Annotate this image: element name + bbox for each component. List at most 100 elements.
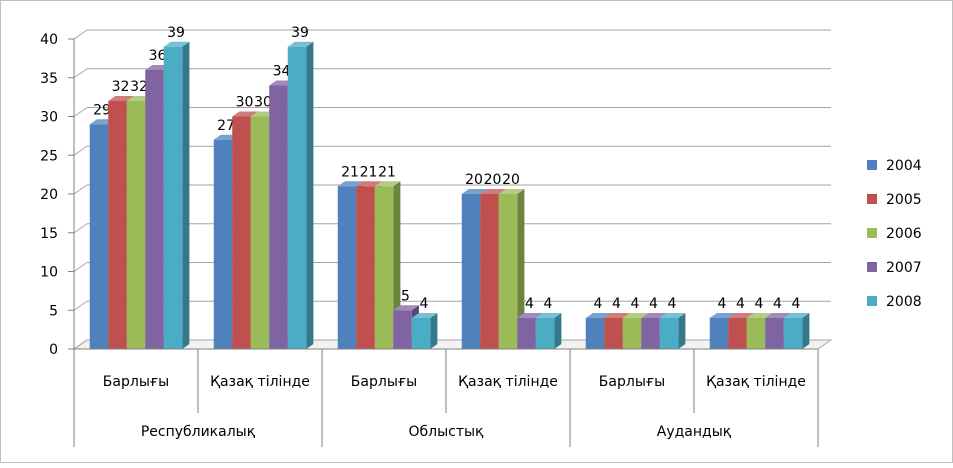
bar-top <box>356 181 382 187</box>
bar <box>89 124 109 349</box>
legend-label: 2006 <box>886 226 922 242</box>
bar-top <box>604 313 630 318</box>
gridline-depth <box>73 145 88 156</box>
bar <box>250 116 270 349</box>
x-tick-label: Қазақ тілінде <box>458 374 558 390</box>
bar-top <box>232 111 258 117</box>
bar-top <box>108 96 134 101</box>
bar <box>765 318 784 349</box>
bar <box>145 70 164 349</box>
bar-top <box>411 313 438 318</box>
bar-top <box>622 313 649 318</box>
bar-top <box>535 313 562 318</box>
legend-label: 2005 <box>886 192 922 208</box>
bar <box>728 318 747 349</box>
data-label: 34 <box>273 64 291 80</box>
y-tick-label: 30 <box>40 110 58 126</box>
bar-top <box>641 313 667 318</box>
x-tick-label: Қазақ тілінде <box>706 374 806 390</box>
gridline-depth <box>73 29 88 40</box>
bar-top <box>728 313 754 318</box>
bar-top <box>337 181 364 187</box>
y-tick-label: 5 <box>49 303 58 319</box>
data-label: 4 <box>594 296 603 312</box>
bar <box>498 194 518 349</box>
legend-label: 2008 <box>886 294 922 310</box>
data-label: 20 <box>502 172 520 188</box>
bar <box>604 318 623 349</box>
bar-top <box>659 313 686 318</box>
bar <box>641 318 660 349</box>
y-tick-label: 25 <box>40 148 58 164</box>
data-label: 4 <box>525 296 534 312</box>
data-label: 20 <box>484 172 502 188</box>
data-label: 27 <box>217 118 235 134</box>
gridline-depth <box>73 107 88 117</box>
bar <box>480 194 499 349</box>
data-label: 5 <box>401 288 410 304</box>
bar <box>585 318 605 349</box>
data-label: 4 <box>736 296 745 312</box>
bar <box>659 318 679 349</box>
y-tick-label: 40 <box>40 32 58 48</box>
bar <box>411 318 431 349</box>
gridline-depth <box>73 300 88 311</box>
data-label: 21 <box>341 164 359 180</box>
bar <box>746 318 766 349</box>
y-tick-label: 10 <box>40 265 58 281</box>
data-label: 4 <box>649 296 658 312</box>
bar-side <box>678 313 686 349</box>
data-label: 4 <box>668 296 677 312</box>
data-label: 32 <box>112 79 130 95</box>
gridline-depth <box>73 339 88 350</box>
bar <box>374 186 394 349</box>
x-group-label: Аудандық <box>657 424 732 440</box>
bar-top <box>163 41 190 47</box>
bar-top <box>709 313 736 318</box>
data-label: 4 <box>718 296 727 312</box>
x-tick-label: Барлығы <box>599 374 665 390</box>
bar-side <box>430 313 438 349</box>
x-tick-label: Барлығы <box>103 374 169 390</box>
bar-top <box>517 313 543 318</box>
bar-side <box>517 189 525 349</box>
bar <box>108 101 127 349</box>
data-label: 4 <box>773 296 782 312</box>
bar <box>393 310 412 349</box>
data-label: 29 <box>93 102 111 118</box>
legend-label: 2007 <box>886 260 922 276</box>
data-label: 32 <box>130 79 148 95</box>
data-label: 4 <box>420 296 429 312</box>
gridline-depth <box>73 68 88 79</box>
data-label: 4 <box>612 296 621 312</box>
data-label: 30 <box>236 95 254 111</box>
bar <box>709 318 729 349</box>
bar <box>517 318 536 349</box>
y-tick-label: 35 <box>40 71 58 87</box>
legend-swatch <box>867 296 877 306</box>
bar <box>213 139 233 349</box>
bar-side <box>802 313 810 349</box>
bar-top <box>746 313 773 318</box>
bar-top <box>765 313 791 318</box>
y-tick-label: 15 <box>40 226 58 242</box>
bar <box>232 116 251 349</box>
data-label: 4 <box>755 296 764 312</box>
bar <box>356 186 375 349</box>
bar-top <box>393 305 419 311</box>
bar <box>337 186 357 349</box>
x-group-label: Облыстық <box>408 424 484 440</box>
bar-top <box>783 313 810 318</box>
data-label: 39 <box>291 25 309 41</box>
bar-top <box>374 181 401 187</box>
bar <box>126 101 146 349</box>
y-tick-label: 20 <box>40 187 58 203</box>
x-tick-label: Барлығы <box>351 374 417 390</box>
bar <box>783 318 803 349</box>
gridline-depth <box>73 223 88 234</box>
bar-side <box>182 41 190 350</box>
data-label: 4 <box>631 296 640 312</box>
x-group-label: Республикалық <box>141 424 256 440</box>
